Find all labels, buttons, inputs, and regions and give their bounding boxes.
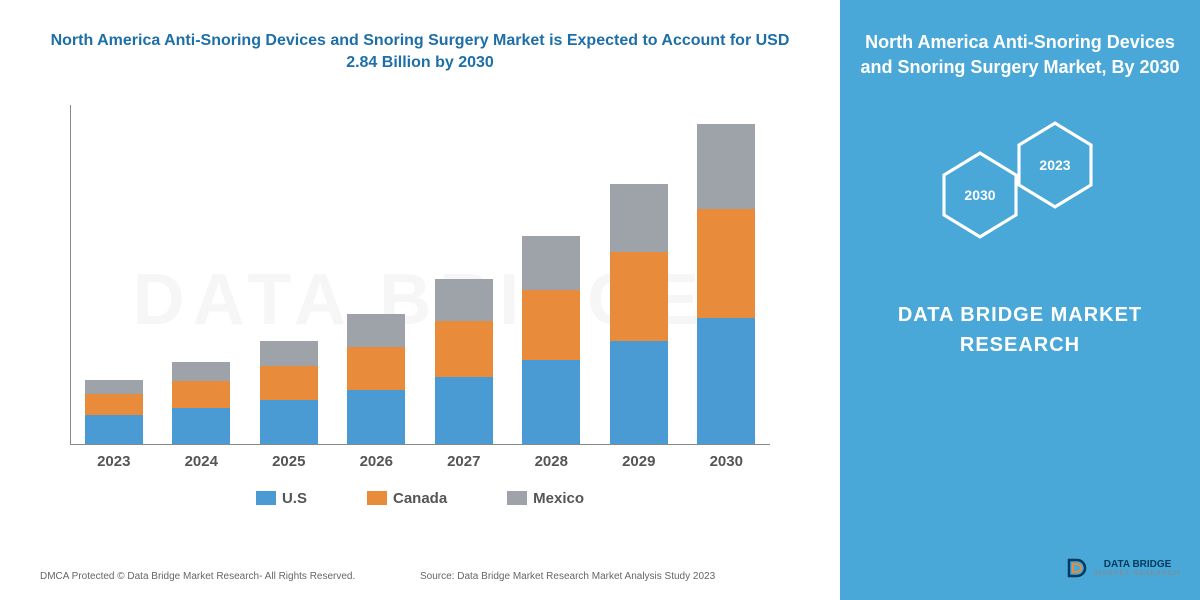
bar-stack xyxy=(260,341,318,444)
bar-group xyxy=(79,380,149,444)
x-tick-label: 2025 xyxy=(254,453,324,470)
hex-decorations: 2030 2023 xyxy=(930,120,1110,240)
chart-area: 2023 2024 2025 2026 2027 2028 2029 2030 xyxy=(60,95,780,475)
bar-segment xyxy=(435,321,493,376)
brand-line2: RESEARCH xyxy=(860,330,1180,360)
bar-segment xyxy=(85,380,143,395)
x-tick-label: 2028 xyxy=(516,453,586,470)
legend: U.S Canada Mexico xyxy=(40,490,800,507)
bar-segment xyxy=(347,314,405,347)
bar-stack xyxy=(522,236,580,444)
hex-2030: 2030 xyxy=(940,150,1020,240)
bar-group xyxy=(604,184,674,444)
x-tick-label: 2026 xyxy=(341,453,411,470)
x-tick-label: 2029 xyxy=(604,453,674,470)
bar-stack xyxy=(697,124,755,444)
bar-segment xyxy=(435,377,493,444)
bar-segment xyxy=(610,184,668,253)
hex-label-2030: 2030 xyxy=(964,187,995,203)
bar-group xyxy=(254,341,324,444)
logo-name: DATA BRIDGE xyxy=(1095,559,1180,570)
footer-copyright: DMCA Protected © Data Bridge Market Rese… xyxy=(40,571,355,582)
bar-segment xyxy=(85,394,143,415)
bar-stack xyxy=(85,380,143,444)
x-tick-label: 2023 xyxy=(79,453,149,470)
bar-segment xyxy=(610,252,668,340)
bar-segment xyxy=(172,362,230,381)
bar-segment xyxy=(260,400,318,443)
bar-segment xyxy=(697,209,755,318)
legend-label: Canada xyxy=(393,490,447,507)
side-panel: North America Anti-Snoring Devices and S… xyxy=(840,0,1200,600)
bar-segment xyxy=(697,318,755,444)
bar-segment xyxy=(172,408,230,444)
bar-group xyxy=(429,279,499,443)
logo-sub: MARKET RESEARCH xyxy=(1095,570,1180,578)
legend-label: Mexico xyxy=(533,490,584,507)
bar-stack xyxy=(610,184,668,444)
legend-label: U.S xyxy=(282,490,307,507)
brand-line1: DATA BRIDGE MARKET xyxy=(860,300,1180,330)
brand-text: DATA BRIDGE MARKET RESEARCH xyxy=(860,300,1180,360)
bar-stack xyxy=(172,362,230,444)
bar-segment xyxy=(85,415,143,443)
bar-stack xyxy=(435,279,493,443)
bar-group xyxy=(691,124,761,444)
bar-segment xyxy=(260,341,318,366)
x-axis-labels: 2023 2024 2025 2026 2027 2028 2029 2030 xyxy=(70,453,770,470)
bar-segment xyxy=(610,341,668,444)
side-title: North America Anti-Snoring Devices and S… xyxy=(860,30,1180,80)
bar-segment xyxy=(435,279,493,321)
bar-group xyxy=(516,236,586,444)
bar-segment xyxy=(522,290,580,360)
hex-2023: 2023 xyxy=(1015,120,1095,210)
legend-swatch-icon xyxy=(507,491,527,505)
bar-group xyxy=(341,314,411,444)
bar-segment xyxy=(172,381,230,408)
legend-item: U.S xyxy=(256,490,307,507)
bar-segment xyxy=(260,366,318,400)
legend-item: Mexico xyxy=(507,490,584,507)
logo: DATA BRIDGE MARKET RESEARCH xyxy=(1065,556,1180,580)
x-tick-label: 2027 xyxy=(429,453,499,470)
chart-title: North America Anti-Snoring Devices and S… xyxy=(40,30,800,75)
hex-label-2023: 2023 xyxy=(1039,157,1070,173)
bar-segment xyxy=(347,390,405,444)
logo-mark-icon xyxy=(1065,556,1089,580)
bar-segment xyxy=(347,347,405,390)
logo-text: DATA BRIDGE MARKET RESEARCH xyxy=(1095,559,1180,578)
legend-swatch-icon xyxy=(367,491,387,505)
bars-container xyxy=(70,105,770,445)
legend-item: Canada xyxy=(367,490,447,507)
footer-source: Source: Data Bridge Market Research Mark… xyxy=(420,571,715,582)
x-tick-label: 2024 xyxy=(166,453,236,470)
bar-stack xyxy=(347,314,405,444)
legend-swatch-icon xyxy=(256,491,276,505)
bar-segment xyxy=(697,124,755,209)
bar-segment xyxy=(522,360,580,444)
bar-group xyxy=(166,362,236,444)
chart-panel: North America Anti-Snoring Devices and S… xyxy=(0,0,840,600)
bar-segment xyxy=(522,236,580,290)
x-tick-label: 2030 xyxy=(691,453,761,470)
